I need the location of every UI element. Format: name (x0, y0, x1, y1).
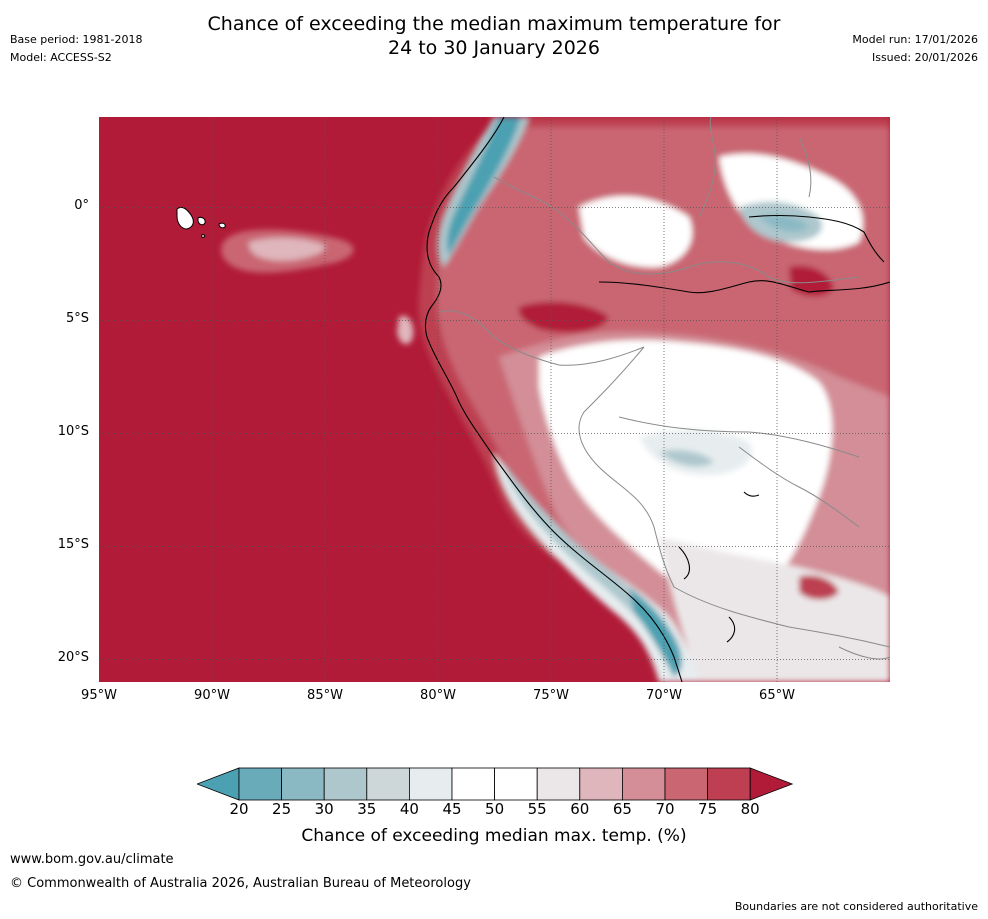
colorbar-tick-label: 25 (272, 800, 292, 818)
website-link[interactable]: www.bom.gov.au/climate (10, 852, 174, 867)
colorbar-label: Chance of exceeding median max. temp. (%… (301, 826, 687, 846)
longitude-label: 95°W (81, 688, 117, 703)
colorbar-tick-label: 30 (314, 800, 334, 818)
colorbar-tick-label: 60 (570, 800, 590, 818)
colorbar-segment (451, 767, 495, 801)
base-period: Base period: 1981-2018 (10, 33, 143, 46)
latitude-label: 5°S (65, 311, 89, 327)
colorbar-tick-label: 55 (527, 800, 547, 818)
colorbar-tick-label: 70 (655, 800, 675, 818)
title-line-2: 24 to 30 January 2026 (388, 37, 600, 59)
colorbar-segment (536, 767, 581, 801)
colorbar-segment (494, 767, 538, 801)
galapagos-islands (176, 206, 226, 238)
boundary-disclaimer: Boundaries are not considered authoritat… (734, 900, 978, 913)
colorbar-segment (579, 767, 623, 801)
coastlines (424, 117, 890, 682)
colorbar-tick-label: 40 (399, 800, 419, 818)
colorbar-segment (238, 767, 282, 801)
colorbar-segment (621, 767, 666, 801)
latitude-label: 20°S (57, 650, 89, 666)
longitude-label: 80°W (420, 688, 456, 703)
colorbar-tick-label: 45 (442, 800, 462, 818)
colorbar-tick-label: 80 (740, 800, 760, 818)
forecast-map (99, 117, 890, 682)
colorbar-segment (323, 767, 368, 801)
colorbar-tick-label: 50 (485, 800, 505, 818)
model-name: Model: ACCESS-S2 (10, 51, 112, 64)
copyright-text: © Commonwealth of Australia 2026, Austra… (10, 876, 471, 891)
longitude-label: 70°W (646, 688, 682, 703)
longitude-label: 90°W (194, 688, 230, 703)
latitude-label: 0° (74, 198, 89, 214)
colorbar-over-arrow (749, 767, 793, 801)
issued-date: Issued: 20/01/2026 (871, 51, 978, 64)
colorbar-tick-label: 75 (698, 800, 718, 818)
colorbar-segment (366, 767, 410, 801)
colorbar-segment (664, 767, 708, 801)
country-boundaries (438, 117, 890, 660)
colorbar (197, 767, 793, 801)
longitude-label: 75°W (533, 688, 569, 703)
colorbar-segment (707, 767, 751, 801)
colorbar-tick-label: 65 (612, 800, 632, 818)
latitude-label: 15°S (57, 537, 89, 553)
colorbar-segment (281, 767, 325, 801)
model-run: Model run: 17/01/2026 (852, 33, 978, 46)
colorbar-tick-label: 20 (229, 800, 249, 818)
colorbar-tick-label: 35 (357, 800, 377, 818)
graticule (99, 117, 890, 682)
page-title: Chance of exceeding the median maximum t… (0, 12, 988, 60)
longitude-label: 85°W (307, 688, 343, 703)
longitude-label: 65°W (759, 688, 795, 703)
colorbar-segment (408, 767, 453, 801)
latitude-label: 10°S (57, 424, 89, 440)
title-line-1: Chance of exceeding the median maximum t… (207, 13, 781, 35)
colorbar-under-arrow (197, 767, 240, 801)
